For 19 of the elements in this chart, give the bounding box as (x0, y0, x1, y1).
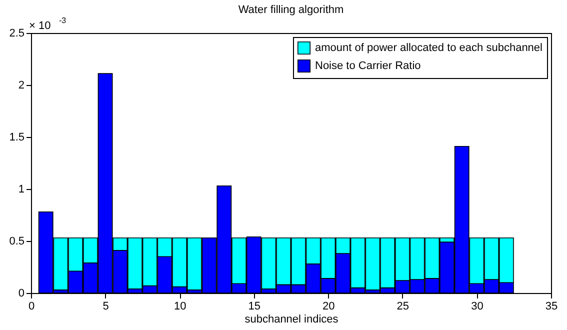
chart-title: Water filling algorithm (238, 4, 344, 16)
x-tick-label: 20 (322, 300, 335, 312)
x-tick-label: 0 (28, 300, 35, 312)
x-tick-label: 15 (248, 300, 260, 312)
y-tick-label: 0 (18, 288, 24, 300)
x-tick-label: 25 (396, 300, 410, 312)
x-tick-label: 5 (102, 300, 109, 312)
legend-label: Noise to Carrier Ratio (315, 60, 421, 72)
x-axis-title: subchannel indices (244, 314, 339, 326)
x-tick-label: 35 (545, 300, 558, 312)
y-tick-label: 0.5 (9, 236, 24, 248)
y-tick-label: 2 (18, 80, 24, 92)
text: × 10-3 (29, 16, 67, 32)
y-tick-label: 1 (18, 184, 24, 196)
legend-label: amount of power allocated to each subchannel (315, 42, 542, 54)
x-tick-label: 10 (174, 300, 186, 312)
y-tick-label: 1.5 (9, 132, 24, 144)
y-tick-label: 2.5 (9, 28, 24, 40)
x-tick-label: 30 (471, 300, 484, 312)
